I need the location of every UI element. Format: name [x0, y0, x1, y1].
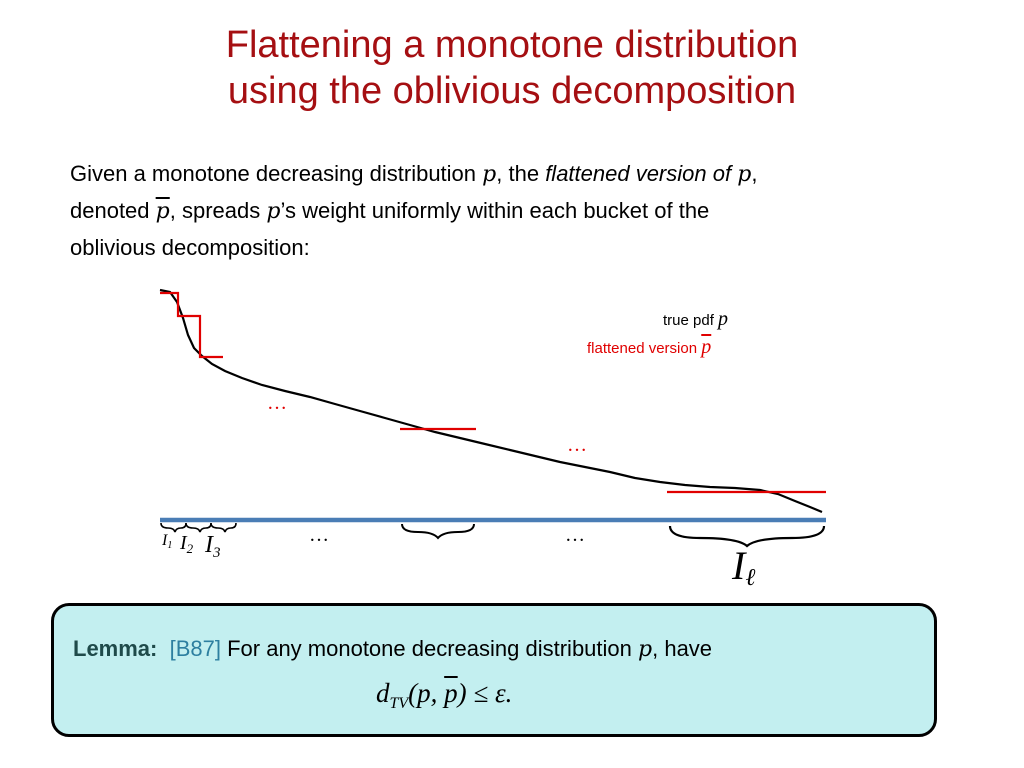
label-i3: I3	[204, 532, 221, 561]
intro-text-5: denoted	[70, 198, 150, 223]
intro-text-6: , spreads	[169, 198, 261, 223]
legend-true-text: true pdf	[663, 312, 714, 329]
brace-i2	[185, 522, 212, 533]
math-p: p	[482, 162, 497, 187]
math-p-3: p	[266, 199, 281, 224]
lemma-heading: Lemma:	[73, 636, 158, 661]
formula-d: d	[376, 678, 390, 708]
intro-text-4: ,	[751, 161, 758, 186]
slide-title: Flattening a monotone distribution using…	[0, 22, 1024, 114]
legend-true-symbol: p	[718, 308, 729, 330]
brace-i3	[210, 522, 237, 533]
lemma-box: Lemma: [B87] For any monotone decreasing…	[51, 603, 937, 737]
title-line-1: Flattening a monotone distribution	[225, 24, 799, 66]
lemma-text-2: , have	[652, 636, 713, 661]
legend-flat-text: flattened version	[587, 340, 698, 357]
intro-text-2: , the	[496, 161, 540, 186]
intro-text-7: ’s weight uniformly within each bucket o…	[280, 198, 710, 223]
legend-flat-symbol: p	[701, 336, 712, 358]
ellipsis-red-2: …	[567, 434, 587, 456]
label-i2: I2	[179, 532, 194, 556]
brace-i1	[160, 522, 187, 533]
formula-close: ) ≤ ε.	[457, 678, 513, 708]
brace-il	[668, 525, 826, 548]
lemma-math-p: p	[638, 637, 653, 662]
label-il: Iℓ	[731, 543, 755, 591]
ellipsis-black-1: …	[309, 524, 329, 546]
math-p-2: p	[737, 162, 752, 187]
intro-paragraph: Given a monotone decreasing distribution…	[70, 156, 970, 266]
math-pbar: p	[155, 199, 170, 224]
formula-sub: TV	[389, 695, 409, 712]
interval-braces	[160, 522, 826, 548]
formula-open: (p,	[408, 678, 438, 708]
intro-text-1: Given a monotone decreasing distribution	[70, 161, 477, 186]
lemma-formula: dTV(p, p) ≤ ε.	[376, 678, 512, 713]
lemma-text-1: For any monotone decreasing distribution	[227, 636, 632, 661]
legend-flattened: flattened version p	[587, 336, 711, 359]
title-line-2: using the oblivious decomposition	[227, 70, 797, 112]
intro-text-8: oblivious decomposition:	[70, 235, 310, 260]
formula-pbar: p	[444, 678, 458, 708]
legend-true-pdf: true pdf p	[663, 308, 728, 331]
lemma-statement: Lemma: [B87] For any monotone decreasing…	[73, 636, 712, 662]
intro-italic-term: flattened version of	[545, 161, 732, 186]
lemma-citation: [B87]	[169, 636, 221, 661]
flat-step-i1-i3	[160, 291, 223, 359]
brace-middle	[401, 523, 475, 540]
flattened-steps	[160, 291, 826, 494]
decomposition-figure: … … … … I1 I2 I3 Iℓ true pdf p flattened…	[150, 280, 840, 591]
ellipsis-red-1: …	[267, 392, 287, 414]
ellipsis-black-2: …	[565, 524, 585, 546]
label-i1: I1	[161, 532, 172, 551]
decomposition-diagram: … … … … I1 I2 I3 Iℓ	[159, 288, 826, 591]
